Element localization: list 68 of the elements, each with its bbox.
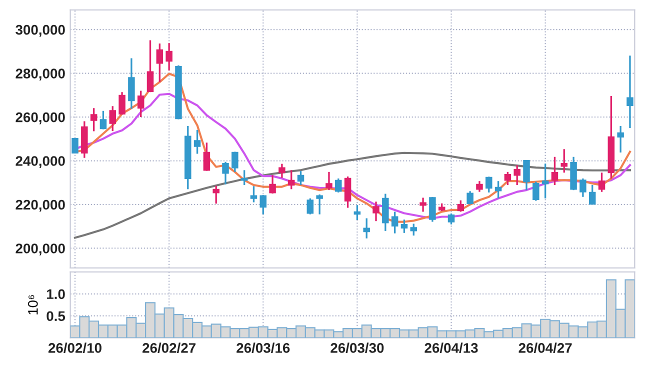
candlestick: [100, 110, 107, 130]
candlestick: [523, 160, 530, 191]
candlestick: [560, 148, 568, 174]
y-tick-label: 260,000: [16, 112, 65, 124]
candlestick: [532, 180, 540, 202]
y-tick-label: 300,000: [16, 24, 65, 37]
candlestick: [212, 184, 220, 204]
candlestick: [250, 185, 258, 204]
candlestick: [109, 105, 116, 132]
candlestick: [626, 54, 634, 129]
candlestick: [203, 142, 210, 172]
candlestick: [400, 218, 408, 234]
candlestick: [156, 42, 164, 83]
candlestick: [354, 204, 361, 221]
candlestick: [166, 42, 172, 72]
candlestick: [476, 180, 483, 193]
candlestick: [344, 176, 352, 209]
y-tick-label: 220,000: [16, 200, 65, 212]
x-tick-label: 26/02/10: [48, 342, 102, 354]
y-tick-label: 280,000: [16, 68, 65, 80]
candlestick: [420, 196, 426, 213]
candlestick: [580, 178, 586, 198]
candlestick: [486, 176, 492, 194]
candlestick: [372, 200, 380, 222]
y-tick-label: 240,000: [16, 156, 65, 168]
x-tick-label: 26/03/30: [330, 342, 384, 354]
y-tick-label: 200,000: [16, 244, 65, 256]
candlestick: [137, 90, 144, 118]
candlestick: [363, 217, 370, 240]
candlestick: [598, 172, 606, 193]
candlestick: [335, 178, 342, 194]
candlestick: [306, 198, 314, 216]
candlestick: [391, 210, 398, 234]
candlestick: [448, 212, 455, 226]
x-tick-label: 26/04/13: [424, 342, 478, 354]
candlestick: [146, 39, 154, 93]
candlestick: [457, 200, 464, 213]
candlestick: [316, 194, 323, 216]
candlestick: [269, 174, 276, 194]
candlestick: [588, 184, 596, 205]
x-tick-label: 26/04/27: [518, 342, 572, 354]
candlestick: [240, 169, 248, 186]
candlestick: [494, 180, 502, 200]
candlestick: [90, 107, 98, 132]
candlestick: [326, 171, 332, 191]
candlestick: [194, 129, 201, 155]
candlestick: [514, 164, 520, 186]
x-tick-label: 26/03/16: [236, 342, 290, 354]
candlestick: [222, 161, 229, 186]
candlestick: [128, 57, 135, 110]
candlestick: [410, 222, 418, 236]
candlestick: [617, 125, 624, 154]
candlestick: [260, 194, 267, 216]
candlestick: [429, 196, 436, 223]
candlestick: [232, 150, 238, 173]
candlestick: [504, 171, 512, 186]
y-tick-label: 0.5: [46, 311, 66, 322]
candlestick: [466, 190, 474, 206]
candlestick: [297, 170, 304, 186]
y-axis-title: 10⁶: [28, 295, 38, 314]
line-series: [74, 152, 632, 239]
candlestick: [551, 156, 558, 186]
candlestick: [288, 169, 295, 190]
candlestick: [278, 162, 286, 179]
y-tick-label: 1.0: [47, 289, 65, 300]
x-tick-label: 26/02/27: [142, 342, 196, 354]
candlestick: [118, 91, 126, 116]
candlestick: [542, 162, 549, 200]
